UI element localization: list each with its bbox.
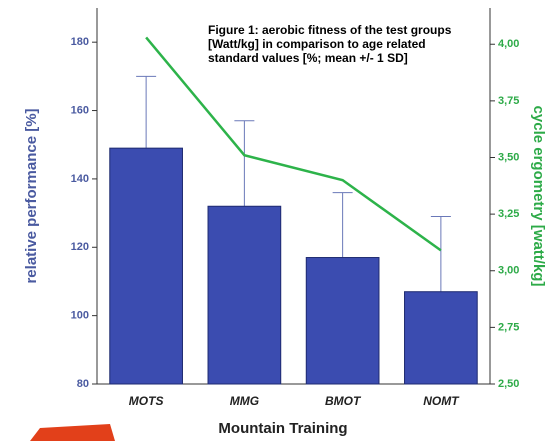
y2-tick-label: 3,25: [498, 208, 519, 220]
x-tick-label: MMG: [230, 394, 259, 408]
y2-tick-label: 2,75: [498, 321, 519, 333]
y2-tick-label: 2,50: [498, 378, 519, 390]
page: {"chart_data": { "type": "bar", "title":…: [0, 0, 550, 441]
chart-title-line: Figure 1: aerobic fitness of the test gr…: [208, 23, 452, 37]
x-tick-label: NOMT: [423, 394, 460, 408]
y-tick-label: 100: [71, 310, 89, 322]
y-tick-label: 180: [71, 36, 89, 48]
x-axis-label: Mountain Training: [218, 420, 347, 437]
chart: Figure 1: aerobic fitness of the test gr…: [0, 0, 550, 441]
bar: [208, 206, 281, 384]
y-tick-label: 160: [71, 104, 89, 116]
bar: [306, 258, 379, 384]
x-tick-label: MOTS: [129, 394, 164, 408]
chart-title-line: [Watt/kg] in comparison to age related: [208, 37, 426, 51]
y-tick-label: 80: [77, 378, 89, 390]
decoration: [30, 424, 115, 441]
y2-tick-label: 4,00: [498, 38, 519, 50]
chart-title-line: standard values [%; mean +/- 1 SD]: [208, 51, 408, 65]
y2-tick-label: 3,75: [498, 95, 519, 107]
y2-tick-label: 3,50: [498, 151, 519, 163]
y-axis-label: relative performance [%]: [23, 108, 40, 283]
y2-tick-label: 3,00: [498, 265, 519, 277]
y2-axis-label: cycle ergometry [watt/kg]: [530, 106, 547, 287]
x-tick-label: BMOT: [325, 394, 362, 408]
line: [146, 37, 441, 250]
bar: [405, 292, 478, 384]
bar: [110, 148, 183, 384]
y-tick-label: 140: [71, 173, 89, 185]
y-tick-label: 120: [71, 241, 89, 253]
title-block: Figure 1: aerobic fitness of the test gr…: [208, 23, 452, 65]
